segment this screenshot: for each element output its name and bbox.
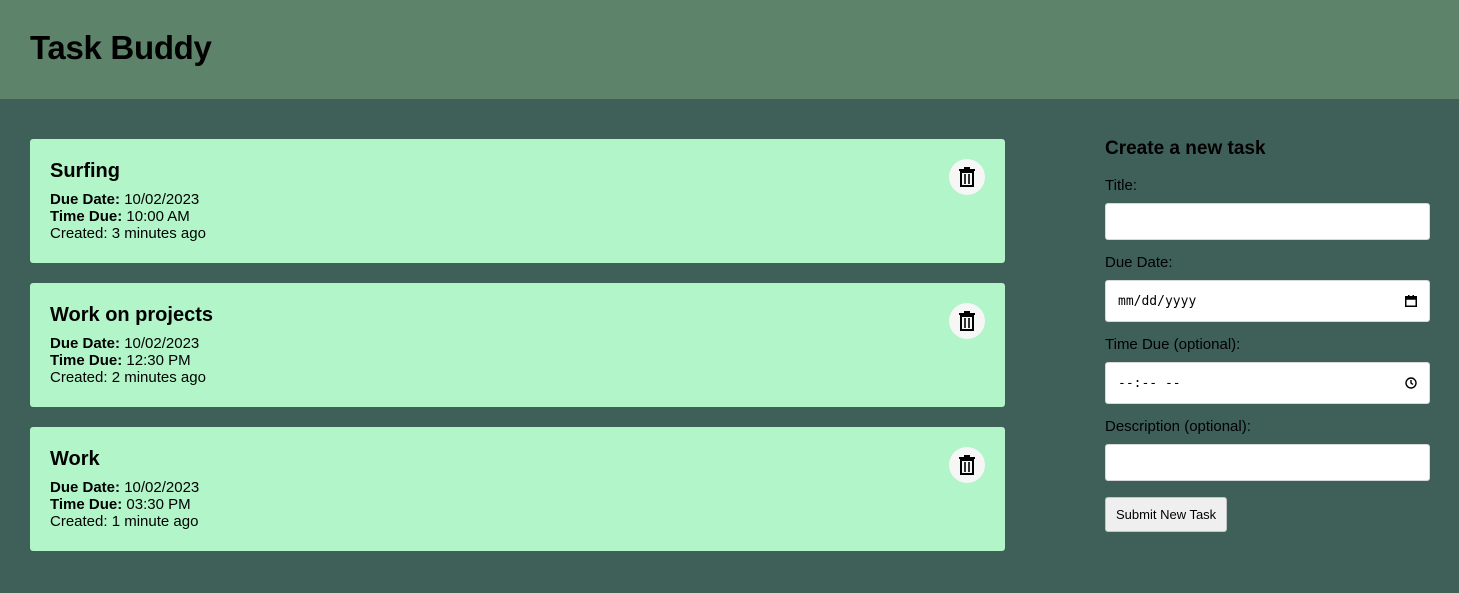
due-date-label: Due Date: bbox=[1105, 254, 1173, 271]
time-due-value: 10:00 AM bbox=[126, 208, 190, 225]
due-date-label: Due Date: bbox=[50, 479, 121, 496]
delete-task-button[interactable] bbox=[949, 447, 985, 483]
task-due-date: Due Date: 10/02/2023 bbox=[50, 479, 985, 496]
task-created: Created: 3 minutes ago bbox=[50, 225, 206, 242]
description-label: Description (optional): bbox=[1105, 418, 1251, 435]
due-date-value: 10/02/2023 bbox=[124, 191, 200, 208]
task-created: Created: 1 minute ago bbox=[50, 513, 199, 530]
task-title: Surfing bbox=[50, 160, 120, 182]
task-card: Work Due Date: 10/02/2023 Time Due: 03:3… bbox=[30, 427, 1005, 551]
task-card: Work on projects Due Date: 10/02/2023 Ti… bbox=[30, 283, 1005, 407]
description-input[interactable] bbox=[1105, 444, 1430, 481]
time-due-label: Time Due: bbox=[50, 352, 123, 369]
time-due-placeholder: --:-- -- bbox=[1118, 375, 1181, 391]
task-list: Surfing Due Date: 10/02/2023 Time Due: 1… bbox=[30, 139, 1005, 571]
task-created: Created: 2 minutes ago bbox=[50, 369, 206, 386]
task-title: Work bbox=[50, 448, 100, 470]
title-input[interactable] bbox=[1105, 203, 1430, 240]
task-time-due: Time Due: 03:30 PM bbox=[50, 496, 985, 513]
main-content: Surfing Due Date: 10/02/2023 Time Due: 1… bbox=[0, 99, 1459, 593]
trash-icon bbox=[959, 311, 975, 331]
time-due-input[interactable]: --:-- -- bbox=[1105, 362, 1430, 404]
delete-task-button[interactable] bbox=[949, 159, 985, 195]
task-card: Surfing Due Date: 10/02/2023 Time Due: 1… bbox=[30, 139, 1005, 263]
delete-task-button[interactable] bbox=[949, 303, 985, 339]
due-date-label: Due Date: bbox=[50, 335, 121, 352]
due-date-value: 10/02/2023 bbox=[124, 479, 200, 496]
task-title: Work on projects bbox=[50, 304, 213, 326]
task-time-due: Time Due: 12:30 PM bbox=[50, 352, 985, 369]
app-header: Task Buddy bbox=[0, 0, 1459, 99]
trash-icon bbox=[959, 455, 975, 475]
due-date-input[interactable]: mm/dd/yyyy bbox=[1105, 280, 1430, 322]
title-label: Title: bbox=[1105, 177, 1137, 194]
task-due-date: Due Date: 10/02/2023 bbox=[50, 191, 985, 208]
trash-icon bbox=[959, 167, 975, 187]
time-due-value: 03:30 PM bbox=[126, 496, 191, 513]
app-title: Task Buddy bbox=[30, 28, 212, 66]
task-due-date: Due Date: 10/02/2023 bbox=[50, 335, 985, 352]
submit-new-task-button[interactable]: Submit New Task bbox=[1105, 497, 1228, 532]
time-due-value: 12:30 PM bbox=[126, 352, 191, 369]
new-task-form: Create a new task Title: Due Date: mm/dd… bbox=[1105, 137, 1430, 532]
task-time-due: Time Due: 10:00 AM bbox=[50, 208, 985, 225]
due-date-label: Due Date: bbox=[50, 191, 121, 208]
clock-icon[interactable] bbox=[1405, 377, 1417, 389]
time-due-label: Time Due (optional): bbox=[1105, 336, 1241, 353]
time-due-label: Time Due: bbox=[50, 496, 123, 513]
form-heading: Create a new task bbox=[1105, 138, 1266, 159]
calendar-icon[interactable] bbox=[1405, 295, 1417, 307]
due-date-value: 10/02/2023 bbox=[124, 335, 200, 352]
due-date-placeholder: mm/dd/yyyy bbox=[1118, 293, 1197, 309]
time-due-label: Time Due: bbox=[50, 208, 123, 225]
